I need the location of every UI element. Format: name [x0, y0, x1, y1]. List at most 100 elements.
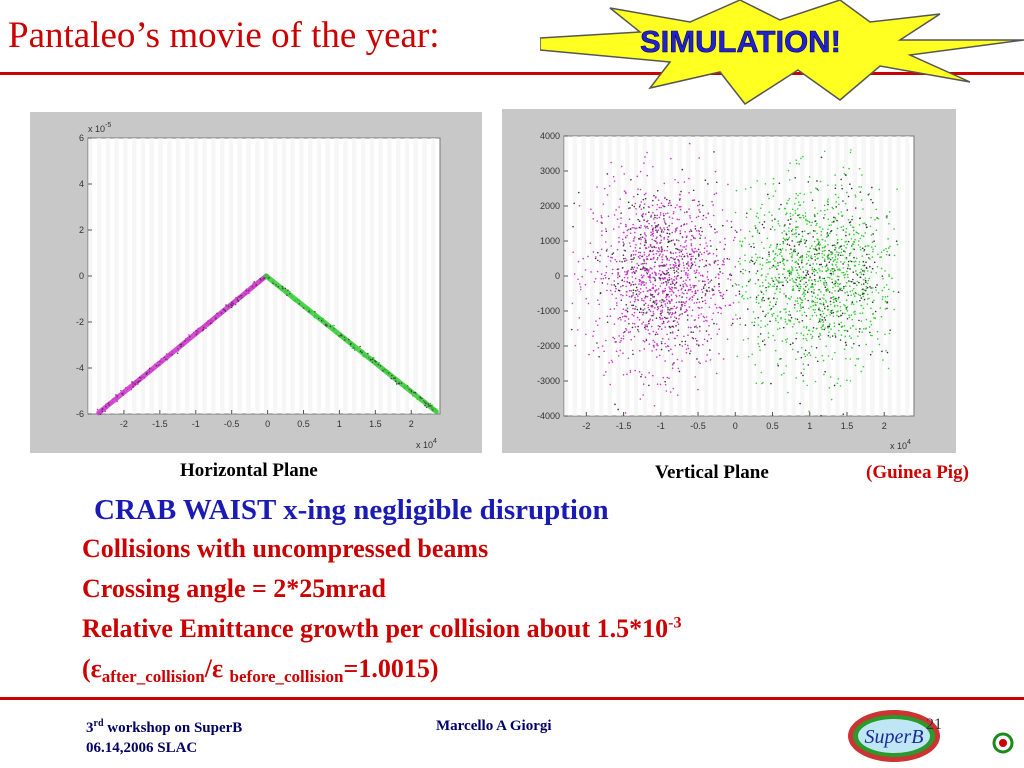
series-green-point: [768, 255, 771, 258]
series-green-point: [826, 287, 829, 290]
series-magenta-point: [663, 272, 665, 275]
series-magenta-point: [647, 306, 649, 309]
series-magenta-point: [604, 277, 607, 279]
series-green-point: [845, 227, 848, 230]
series-green-point: [824, 299, 827, 302]
series-green-point: [430, 405, 432, 407]
series-green-point: [823, 328, 826, 331]
series-green-point: [831, 206, 834, 209]
series-magenta-point: [710, 297, 712, 299]
series-magenta-point: [148, 367, 151, 370]
plot-shading: [308, 138, 313, 414]
series-green-point: [875, 289, 877, 291]
series-green-point: [836, 238, 839, 241]
series-green-point: [758, 221, 761, 224]
series-green-point: [400, 384, 403, 387]
series-green-point: [853, 342, 855, 345]
series-magenta-point: [635, 250, 637, 252]
series-green-point: [840, 261, 842, 263]
series-green-point: [836, 266, 838, 268]
series-green-point: [828, 261, 831, 264]
series-green-point: [849, 183, 851, 185]
series-magenta-point: [620, 337, 623, 340]
series-green-point: [843, 303, 845, 306]
series-green-point: [796, 262, 798, 264]
series-green-point: [860, 283, 863, 286]
series-green-point: [818, 307, 820, 310]
series-green-point: [333, 329, 336, 332]
series-green-point: [821, 238, 824, 241]
series-magenta-point: [638, 226, 641, 229]
series-green-point: [859, 327, 861, 330]
series-green-point: [836, 275, 839, 278]
series-green-point: [840, 178, 842, 181]
series-green-point: [882, 277, 884, 280]
series-green-point: [791, 278, 794, 280]
series-green-point: [828, 277, 831, 279]
series-green-point: [823, 150, 826, 153]
series-magenta-point: [242, 296, 244, 298]
series-green-point: [782, 241, 784, 243]
series-green-point: [783, 372, 785, 375]
series-green-point: [834, 299, 837, 302]
series-magenta-point: [670, 348, 672, 351]
series-green-point: [826, 305, 829, 307]
series-green-point: [821, 228, 824, 230]
series-magenta-point: [671, 217, 674, 219]
series-green-point: [796, 285, 799, 288]
series-green-point: [847, 260, 850, 263]
series-magenta-point: [634, 296, 636, 299]
series-magenta-point: [708, 306, 711, 308]
series-green-point: [851, 318, 853, 321]
series-magenta-point: [648, 308, 650, 311]
series-magenta-point: [640, 255, 643, 258]
series-green-point: [819, 243, 821, 246]
series-green-point: [808, 352, 810, 354]
series-green-point: [788, 272, 791, 275]
series-magenta-point: [644, 156, 646, 158]
series-magenta-point: [657, 328, 660, 330]
series-green-point: [824, 370, 826, 373]
series-magenta-point: [640, 373, 643, 376]
series-green-point: [791, 254, 794, 256]
series-green-point: [814, 220, 816, 223]
series-magenta-point: [639, 349, 641, 352]
series-magenta-point: [689, 217, 692, 219]
series-magenta-point: [732, 239, 735, 242]
series-green-point: [848, 316, 851, 319]
series-green-point: [763, 299, 766, 302]
series-green-point: [794, 177, 797, 179]
series-green-point: [787, 169, 790, 172]
series-green-point: [858, 263, 860, 266]
series-green-point: [798, 163, 800, 165]
series-magenta-point: [208, 320, 210, 323]
series-magenta-point: [624, 412, 627, 414]
series-magenta-point: [120, 389, 122, 392]
series-magenta-point: [673, 305, 676, 308]
series-magenta-point: [104, 410, 107, 413]
series-green-point: [800, 346, 803, 349]
x-tick-label: 0.5: [766, 421, 779, 431]
plot-shading: [634, 136, 639, 416]
series-green-point: [831, 221, 833, 223]
series-green-point: [821, 247, 824, 249]
series-magenta-point: [677, 274, 679, 277]
y-tick-label: -2000: [537, 341, 560, 351]
series-magenta-point: [654, 216, 656, 219]
series-green-point: [834, 290, 836, 292]
caption-vertical-plane: Vertical Plane: [655, 462, 769, 483]
series-green-point: [859, 271, 862, 273]
series-green-point: [786, 323, 788, 325]
series-magenta-point: [732, 318, 734, 321]
series-green-point: [845, 299, 848, 302]
series-magenta-point: [715, 192, 718, 195]
series-green-point: [325, 323, 327, 326]
series-magenta-point: [634, 202, 637, 205]
series-green-point: [378, 361, 381, 364]
series-green-point: [849, 268, 851, 270]
slide-nav-button[interactable]: [992, 732, 1014, 754]
series-magenta-point: [605, 339, 607, 342]
series-green-point: [788, 297, 790, 300]
series-green-point: [770, 382, 772, 385]
series-green-point: [864, 232, 867, 234]
